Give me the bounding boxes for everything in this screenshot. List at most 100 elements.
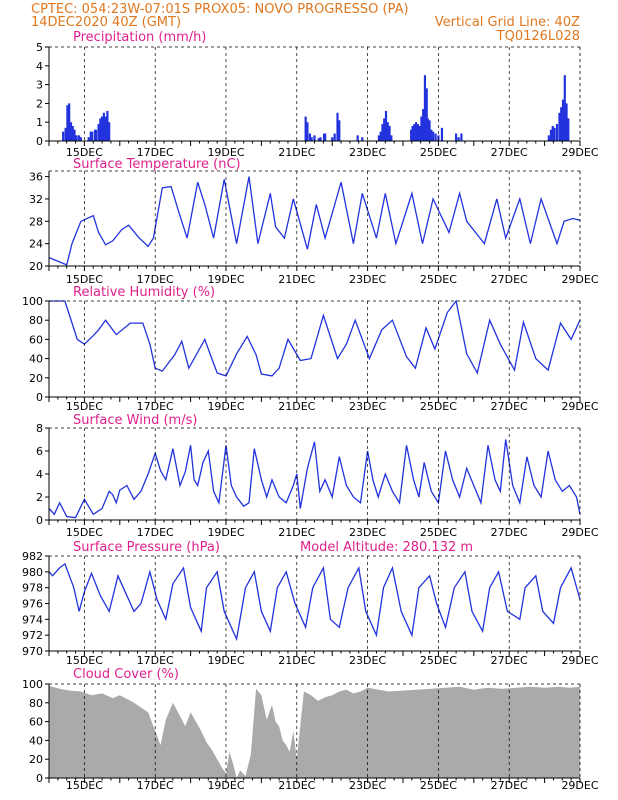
- precip-bar: [68, 103, 71, 141]
- precip-bar: [64, 127, 67, 141]
- precip-bar: [410, 129, 413, 141]
- precip-bar: [428, 120, 431, 141]
- pressure-ytick-label: 980: [22, 566, 43, 579]
- precip-bar: [324, 133, 327, 141]
- precip-bar: [423, 75, 427, 141]
- cloud-title: Cloud Cover (%): [73, 667, 179, 682]
- precip-bar: [558, 112, 561, 141]
- temp-xtick-label: 29DEC: [561, 273, 598, 286]
- precip-bar: [379, 131, 382, 141]
- precip-bar: [87, 137, 90, 141]
- precip-bar: [308, 133, 311, 141]
- rh-panel: Relative Humidity (%) 0 20 40 60 80 100 15DEC 17…: [22, 285, 599, 413]
- precip-ytick-label: 4: [36, 60, 43, 73]
- precip-bar: [99, 118, 102, 141]
- pressure-ytick-label: 972: [22, 629, 43, 642]
- precip-bar: [89, 131, 92, 141]
- cloud-xtick-label: 27DEC: [491, 779, 528, 792]
- precip-bar: [94, 129, 98, 141]
- precip-bar: [317, 138, 320, 141]
- precip-bar: [66, 105, 69, 141]
- cloud-xtick-label: 25DEC: [420, 779, 457, 792]
- precip-bar: [377, 135, 381, 141]
- precip-bar: [551, 125, 554, 141]
- precip-bar: [555, 124, 559, 141]
- temp-ytick-label: 32: [29, 193, 43, 206]
- wind-xtick-label: 23DEC: [349, 526, 386, 539]
- temp-xtick-label: 15DEC: [66, 273, 103, 286]
- temp-ytick-label: 36: [29, 171, 43, 184]
- pressure-xtick-label: 23DEC: [349, 654, 386, 667]
- pressure-xtick-label: 25DEC: [420, 654, 457, 667]
- wind-panel: Surface Wind (m/s) 0 2 4 6 8 15DEC 17DEC 19DEC 21…: [36, 413, 599, 539]
- panels: Precipitation (mm/h) 0 1 2 3 4 5 15DEC 17DEC 19DE…: [22, 30, 599, 792]
- precip-bar: [97, 124, 100, 141]
- precip-bar: [567, 118, 570, 141]
- wind-line: [48, 439, 581, 519]
- precip-bar: [91, 131, 94, 141]
- rh-ytick-label: 60: [29, 333, 43, 346]
- precip-bar: [101, 116, 104, 141]
- wind-ytick-label: 4: [36, 468, 43, 481]
- precip-bar: [304, 116, 307, 141]
- precip-xtick-label: 29DEC: [561, 146, 598, 159]
- wind-xtick-label: 25DEC: [420, 526, 457, 539]
- wind-xtick-label: 19DEC: [207, 526, 244, 539]
- precip-xtick-label: 17DEC: [137, 146, 174, 159]
- wind-ytick-label: 6: [36, 445, 43, 458]
- wind-xtick-label: 17DEC: [137, 526, 174, 539]
- precip-xtick-label: 25DEC: [420, 146, 457, 159]
- cloud-xtick-label: 17DEC: [137, 779, 174, 792]
- rh-xtick-label: 27DEC: [491, 400, 528, 413]
- precip-xtick-label: 23DEC: [349, 146, 386, 159]
- header-grid-note: Vertical Grid Line: 40Z: [435, 15, 580, 30]
- rh-line: [49, 299, 581, 377]
- precip-bar: [388, 125, 391, 141]
- pressure-ytick-label: 978: [22, 582, 43, 595]
- precip-bar: [390, 135, 393, 141]
- precip-bar: [426, 118, 429, 141]
- precip-bar: [75, 135, 78, 141]
- temp-xtick-label: 25DEC: [420, 273, 457, 286]
- header-date: 14DEC2020 40Z (GMT): [31, 15, 181, 30]
- precip-bar: [430, 129, 433, 141]
- cloud-ytick-label: 40: [29, 734, 43, 747]
- precip-ytick-label: 0: [36, 135, 43, 148]
- precip-bar: [384, 110, 388, 141]
- header-model: TQ0126L028: [496, 29, 580, 44]
- header-location: CPTEC: 054:23W-07:01S PROX05: NOVO PROGR…: [31, 2, 409, 17]
- precip-bar: [77, 135, 81, 141]
- rh-xtick-label: 17DEC: [137, 400, 174, 413]
- precip-panel: Precipitation (mm/h) 0 1 2 3 4 5 15DEC 17DEC 19DE…: [36, 30, 599, 159]
- precip-xtick-label: 19DEC: [207, 146, 244, 159]
- precip-bar: [413, 124, 416, 141]
- rh-ytick-label: 20: [29, 372, 43, 385]
- precip-ytick-label: 1: [36, 116, 43, 129]
- rh-title: Relative Humidity (%): [73, 285, 215, 300]
- precip-bar: [547, 135, 550, 141]
- wind-ytick-label: 0: [36, 514, 43, 527]
- cloud-xtick-label: 21DEC: [278, 779, 315, 792]
- pressure-xtick-label: 19DEC: [207, 654, 244, 667]
- precip-bar: [565, 103, 568, 141]
- precip-ytick-label: 3: [36, 79, 43, 92]
- cloud-xtick-label: 19DEC: [207, 779, 244, 792]
- precip-bar: [381, 124, 384, 141]
- precip-bar: [563, 75, 566, 141]
- precip-title: Precipitation (mm/h): [73, 30, 206, 45]
- temp-ytick-label: 24: [29, 238, 43, 251]
- pressure-xtick-label: 29DEC: [561, 654, 598, 667]
- precip-bar: [434, 133, 437, 141]
- temp-line: [48, 176, 581, 266]
- cloud-panel: Cloud Cover (%) 0 20 40 60 80 100 15DEC 17DEC 19D…: [22, 667, 599, 792]
- cloud-ytick-label: 20: [29, 753, 43, 766]
- rh-xtick-label: 29DEC: [561, 400, 598, 413]
- precip-bar: [73, 129, 76, 141]
- cloud-ytick-label: 0: [36, 772, 43, 785]
- precip-bar: [310, 137, 313, 141]
- pressure-xtick-label: 17DEC: [137, 654, 174, 667]
- precip-ytick-label: 5: [36, 41, 43, 54]
- precip-bar: [549, 129, 553, 141]
- pressure-xtick-label: 15DEC: [66, 654, 103, 667]
